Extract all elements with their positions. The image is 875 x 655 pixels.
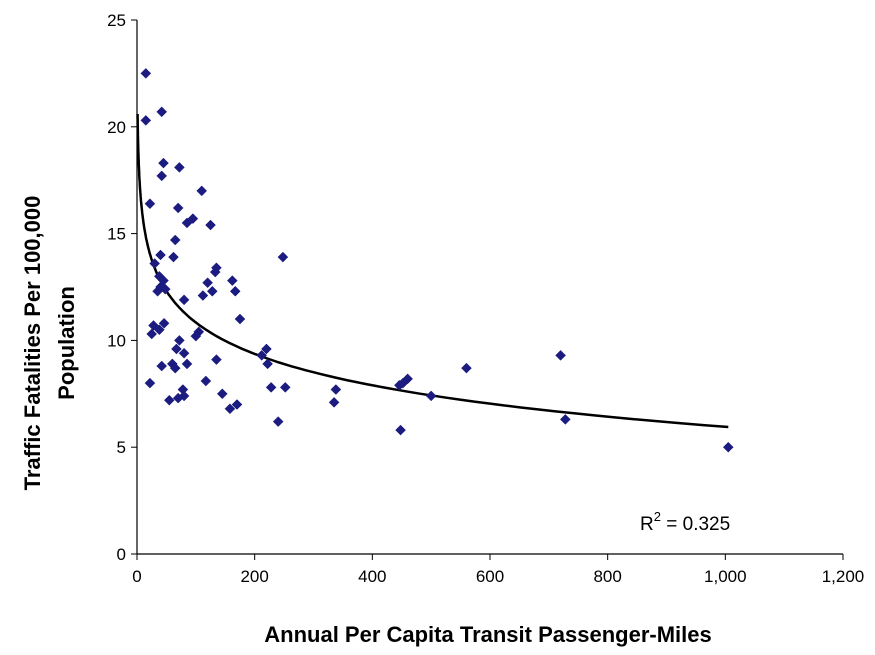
data-point [159, 283, 171, 295]
data-point [425, 390, 437, 402]
data-point [174, 162, 185, 173]
y-tick-label: 15 [107, 225, 126, 244]
data-point [156, 360, 168, 372]
data-point [461, 362, 472, 374]
data-point [261, 343, 272, 355]
y-tick-label: 25 [107, 11, 126, 30]
data-point [144, 377, 156, 389]
logarithmic-trendline [136, 114, 729, 429]
data-point [158, 157, 169, 169]
x-tick-label: 800 [593, 567, 621, 586]
data-point [330, 384, 342, 395]
y-tick-label: 20 [107, 118, 126, 137]
data-point [559, 414, 571, 425]
data-point [155, 249, 166, 261]
data-point [272, 416, 284, 427]
x-tick-label: 0 [132, 567, 141, 586]
y-tick-label: 5 [117, 438, 126, 457]
data-point [178, 347, 190, 359]
data-point [164, 394, 175, 406]
data-point [226, 275, 238, 286]
y-tick-label: 0 [117, 545, 126, 564]
x-tick-label: 400 [358, 567, 386, 586]
data-point [256, 349, 268, 361]
y-axis-title-line-1: Traffic Fatalities Per 100,000 [20, 196, 45, 491]
x-tick-label: 1,000 [704, 567, 747, 586]
data-point [172, 202, 184, 214]
data-point [211, 354, 222, 365]
data-point [722, 441, 734, 453]
data-point [231, 399, 243, 410]
data-point [202, 277, 213, 289]
x-axis: 0 200 400 600 800 1,000 1,200 [132, 554, 864, 586]
data-point [216, 388, 228, 400]
data-point [178, 294, 190, 306]
data-point [174, 335, 185, 346]
data-point [277, 251, 289, 263]
data-point [196, 185, 208, 197]
data-point [152, 285, 163, 297]
r-squared-superscript: 2 [654, 509, 661, 524]
r-squared-annotation: R2 = 0.325 [640, 509, 730, 535]
data-point [224, 403, 236, 415]
data-point [181, 358, 193, 370]
data-point [169, 234, 181, 246]
data-point [144, 198, 156, 210]
x-axis-title: Annual Per Capita Transit Passenger-Mile… [264, 622, 711, 647]
x-tick-label: 200 [240, 567, 268, 586]
x-tick-label: 1,200 [822, 567, 865, 586]
data-point [190, 330, 202, 342]
data-point [205, 219, 216, 231]
r-squared-value: = 0.325 [661, 514, 730, 535]
data-point [555, 349, 566, 361]
data-point [168, 251, 179, 263]
data-point [178, 390, 190, 402]
data-point [140, 115, 152, 126]
x-tick-label: 600 [476, 567, 504, 586]
data-point [149, 258, 161, 269]
data-point [158, 317, 170, 329]
data-point [265, 382, 277, 393]
data-point [279, 382, 291, 393]
y-axis-title-line-2: Population [54, 286, 79, 400]
data-points [140, 68, 734, 453]
plot-frame [136, 20, 843, 555]
data-point [209, 266, 221, 278]
data-point [156, 106, 168, 118]
data-point [156, 170, 168, 182]
data-point [395, 424, 406, 436]
trendline [136, 114, 729, 429]
y-axis: 0 5 10 15 20 25 [107, 11, 137, 564]
data-point [206, 285, 218, 297]
data-point [171, 343, 182, 355]
data-point [262, 358, 273, 370]
r-squared-base: R [640, 514, 654, 535]
data-point [154, 324, 165, 336]
data-point [197, 290, 209, 301]
data-point [169, 362, 181, 374]
data-point [229, 285, 241, 297]
data-point [328, 396, 340, 408]
data-point [140, 68, 152, 79]
data-point [402, 373, 413, 385]
data-point [146, 328, 158, 340]
data-point [234, 313, 246, 325]
data-point [200, 375, 212, 387]
y-tick-label: 10 [107, 331, 126, 350]
data-point [181, 217, 193, 229]
